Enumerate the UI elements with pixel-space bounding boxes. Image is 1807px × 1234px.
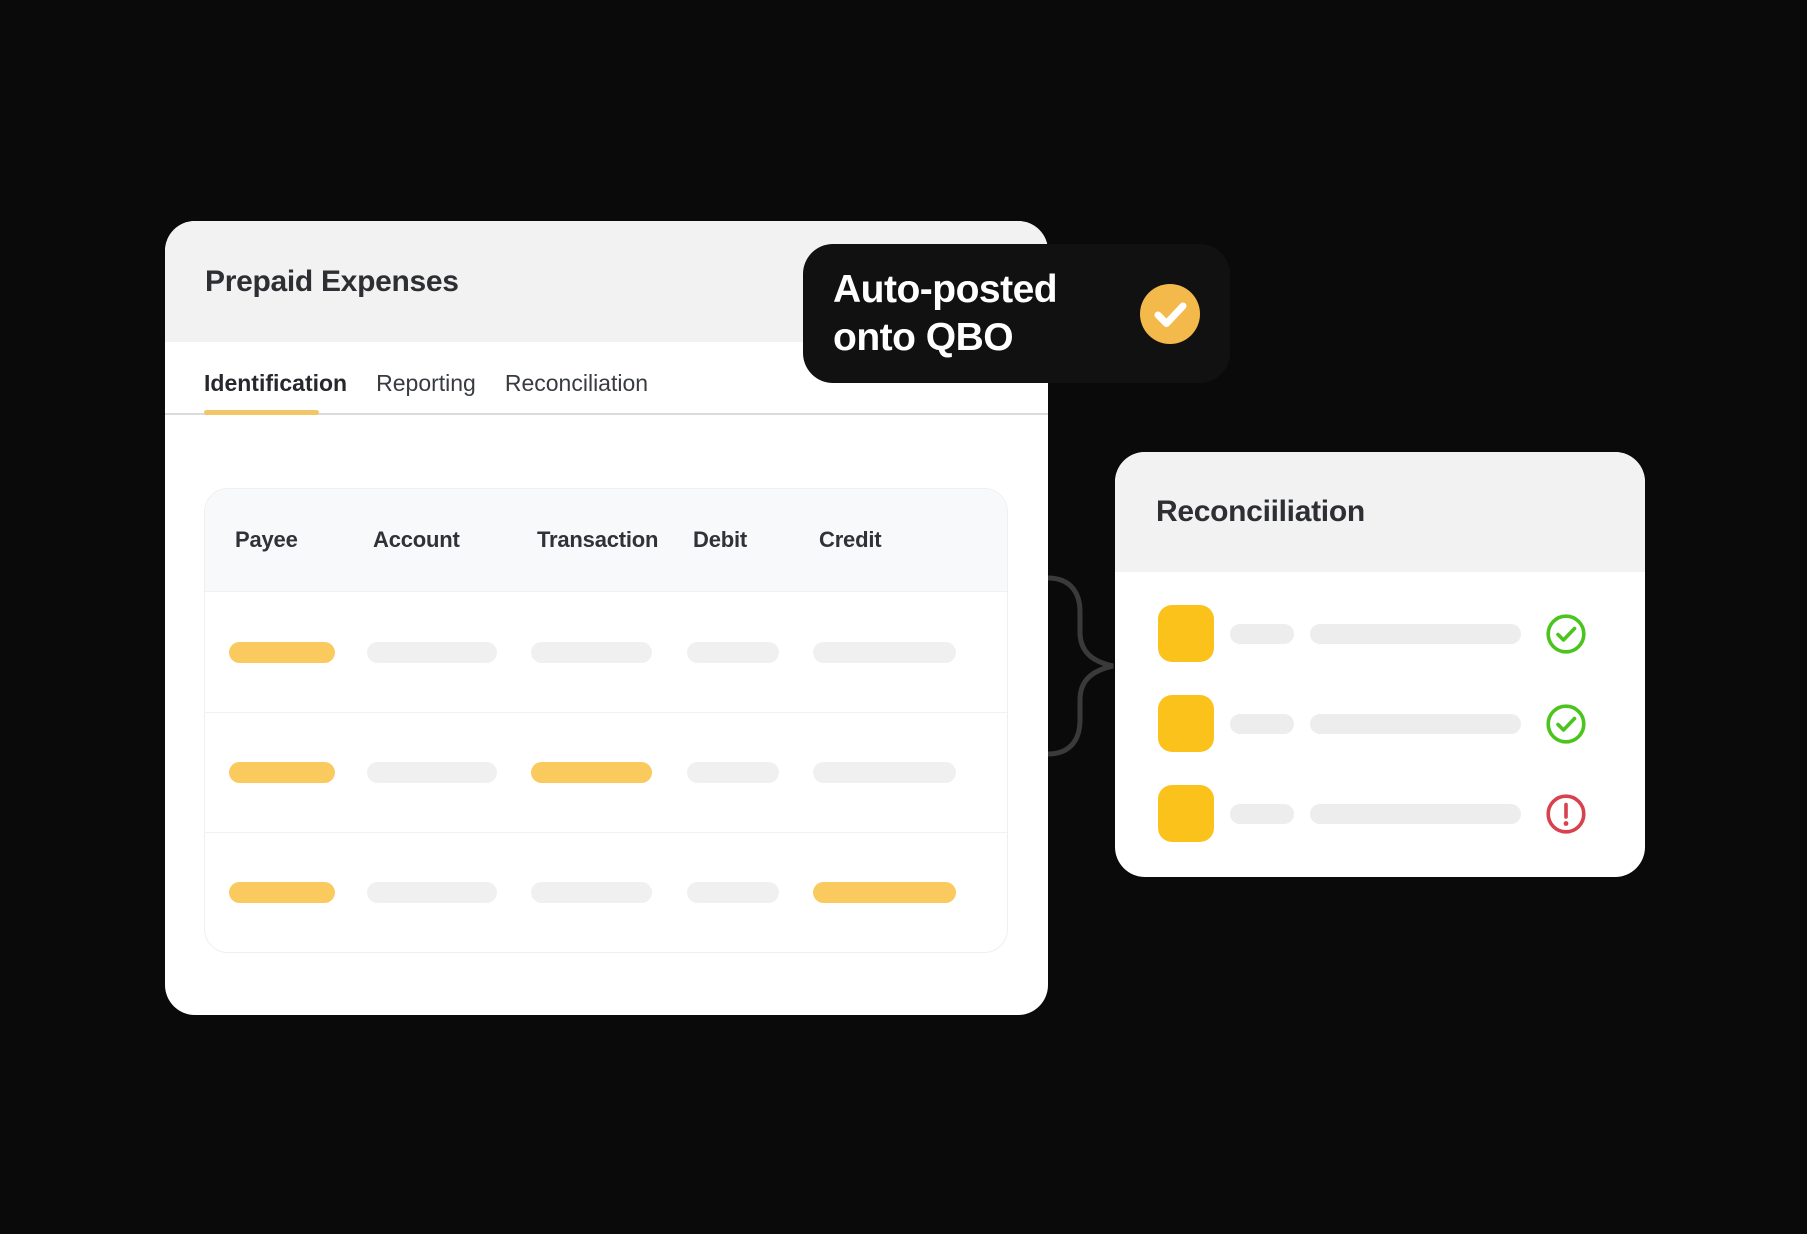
connector-brace-icon [1045,575,1114,757]
tab-label: Identification [204,370,348,396]
short-pill [1230,713,1294,734]
table-cell [813,882,1007,903]
page-title: Prepaid Expenses [205,264,459,298]
column-header-transaction: Transaction [537,527,659,552]
table-cell [531,762,687,783]
column-header-debit: Debit [693,527,748,552]
placeholder-pill [531,882,652,903]
table-cell [229,882,367,903]
status-error-icon [1546,793,1586,834]
short-pill [1230,803,1294,824]
tab-identification[interactable]: Identification [204,354,348,415]
table-cell [367,762,531,783]
tooltip-line-1: Auto-posted [833,267,1058,311]
placeholder-pill [813,641,956,663]
check-circle-icon [1140,283,1200,344]
tab-reporting[interactable]: Reporting [376,354,476,413]
table-cell [229,762,367,783]
side-card-title: Reconciiliation [1156,495,1365,528]
transactions-table: Payee Account Transaction Debit Credit [204,488,1008,953]
table-cell [687,641,813,663]
column-header-account: Account [373,527,460,552]
item-thumbnail [1158,785,1214,842]
placeholder-pill [687,882,779,903]
table-cell [687,882,813,903]
placeholder-pill [229,882,335,903]
long-pill [1310,803,1521,824]
table-body [205,592,1007,952]
table-row [205,712,1007,832]
tab-label: Reporting [376,370,476,396]
status-success-icon [1546,703,1586,744]
table-header-row: Payee Account Transaction Debit Credit [205,489,1007,592]
status-success-icon [1546,613,1586,654]
table-cell [813,641,1007,663]
placeholder-pill [229,762,335,783]
tab-reconciliation[interactable]: Reconciliation [505,354,648,413]
placeholder-pill [687,641,779,663]
table-cell [367,641,531,663]
placeholder-pill [367,641,497,663]
list-item [1158,785,1645,842]
table-cell [367,882,531,903]
item-thumbnail [1158,605,1214,662]
placeholder-pill [367,882,497,903]
table-cell [687,762,813,783]
long-pill [1310,713,1521,734]
tab-label: Reconciliation [504,370,649,396]
reconciliation-card: Reconciiliation [1115,452,1645,877]
side-card-list [1115,572,1645,842]
placeholder-pill [229,641,335,663]
placeholder-pill [531,762,652,783]
tooltip-text: Auto-posted onto QBO [833,266,1058,362]
side-card-header: Reconciiliation [1115,452,1645,572]
long-pill [1310,623,1521,644]
placeholder-pill [367,762,497,783]
table-cell [813,762,1007,783]
table-row [205,592,1007,712]
list-item [1158,695,1645,752]
list-item [1158,605,1645,662]
column-header-credit: Credit [819,527,882,552]
auto-posted-tooltip: Auto-posted onto QBO [803,244,1230,383]
column-header-payee: Payee [235,527,298,552]
short-pill [1230,623,1294,644]
placeholder-pill [531,641,652,663]
placeholder-pill [687,762,779,783]
item-thumbnail [1158,695,1214,752]
tooltip-line-2: onto QBO [833,315,1014,359]
table-cell [531,641,687,663]
placeholder-pill [813,882,956,903]
placeholder-pill [813,762,956,783]
table-row [205,832,1007,952]
table-cell [229,641,367,663]
table-cell [531,882,687,903]
